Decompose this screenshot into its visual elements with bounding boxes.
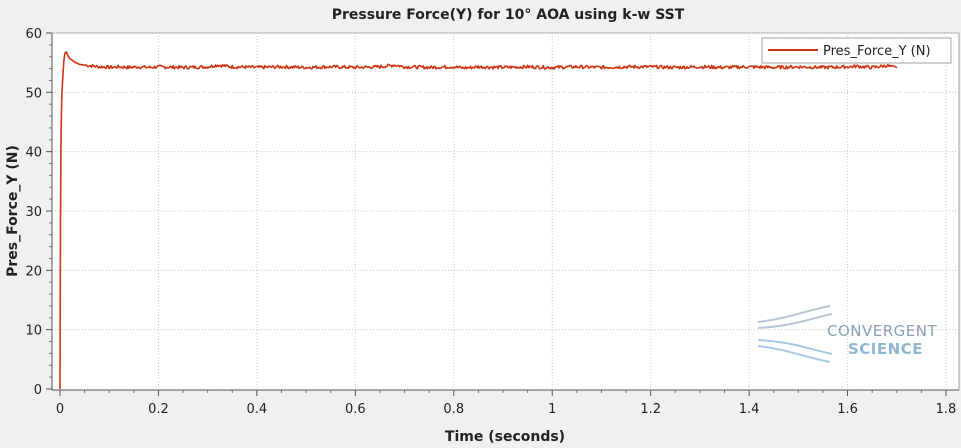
- x-tick-label: 1.4: [739, 402, 760, 417]
- x-axis-ticks: 0 0.2 0.4 0.6 0.8 1 1.2 1.4 1.6 1.8: [56, 390, 956, 417]
- x-tick-label: 0.2: [148, 402, 169, 417]
- x-tick-label: 0: [56, 402, 64, 417]
- legend-label: Pres_Force_Y (N): [823, 44, 931, 59]
- x-tick-label: 1.8: [936, 402, 957, 417]
- y-tick-label: 40: [25, 146, 42, 161]
- y-tick-label: 60: [25, 27, 42, 42]
- logo-line2: SCIENCE: [848, 340, 923, 358]
- x-tick-label: 1: [548, 402, 556, 417]
- y-tick-label: 30: [25, 205, 42, 220]
- legend: Pres_Force_Y (N): [761, 37, 952, 64]
- y-tick-label: 20: [25, 264, 42, 279]
- x-tick-label: 1.6: [837, 402, 858, 417]
- y-tick-label: 50: [25, 86, 42, 101]
- x-tick-label: 0.4: [247, 402, 268, 417]
- x-axis-label: Time (seconds): [445, 429, 565, 445]
- x-tick-label: 0.6: [345, 402, 366, 417]
- x-tick-label: 0.8: [443, 402, 464, 417]
- y-tick-label: 10: [25, 324, 42, 339]
- y-axis-ticks: 0 10 20 30 40 50 60: [25, 27, 52, 398]
- series-line-pres-force-y: [59, 51, 898, 390]
- x-tick-label: 1.2: [640, 402, 661, 417]
- convergent-science-logo: CONVERGENT SCIENCE: [757, 305, 937, 363]
- y-tick-label: 0: [34, 383, 42, 398]
- grid-lines: [52, 32, 959, 389]
- chart-title: Pressure Force(Y) for 10° AOA using k-w …: [332, 7, 685, 23]
- y-axis-label: Pres_Force_Y (N): [5, 145, 21, 277]
- logo-line1: CONVERGENT: [827, 322, 937, 340]
- series-group: [59, 51, 898, 390]
